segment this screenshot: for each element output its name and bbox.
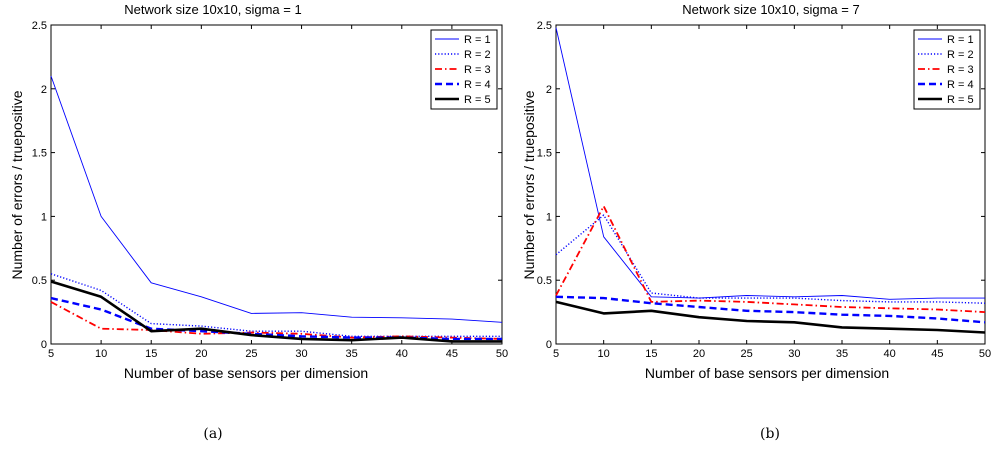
chart-title: Network size 10x10, sigma = 1 xyxy=(124,2,301,17)
x-tick-label: 5 xyxy=(48,348,54,360)
legend-label: R = 2 xyxy=(947,49,974,61)
series-line-r2 xyxy=(555,214,986,304)
series-line-r2 xyxy=(50,273,502,337)
x-tick-label: 25 xyxy=(741,348,753,360)
x-tick-label: 15 xyxy=(645,348,657,360)
y-tick-label: 1 xyxy=(41,211,47,223)
x-tick-label: 40 xyxy=(884,348,896,360)
y-tick-label: 0.5 xyxy=(32,275,47,287)
legend-label: R = 1 xyxy=(464,34,491,46)
x-tick-label: 50 xyxy=(496,348,508,360)
series-line-r4 xyxy=(555,295,986,324)
plot-frame xyxy=(555,24,986,345)
series-line-r3 xyxy=(555,205,986,313)
legend-box xyxy=(913,29,981,110)
y-tick-label: 1.5 xyxy=(32,148,47,160)
series-line-r5 xyxy=(555,300,986,334)
x-tick-label: 45 xyxy=(931,348,943,360)
y-tick-label: 1.5 xyxy=(537,148,552,160)
y-tick-label: 0 xyxy=(41,339,47,351)
y-axis-label: Number of errors / truepositive xyxy=(9,90,25,279)
series-line-r1 xyxy=(50,75,503,323)
x-axis-label: Number of base sensors per dimension xyxy=(645,365,889,381)
series-line-r3 xyxy=(50,301,503,340)
plot-frame xyxy=(50,24,503,345)
legend: R = 1 R = 2 R = 3 R = 4 R = 5 xyxy=(913,29,981,110)
x-tick-label: 35 xyxy=(836,348,848,360)
x-tick-label: 30 xyxy=(788,348,800,360)
y-tick-label: 2 xyxy=(546,84,552,96)
y-axis-label: Number of errors / truepositive xyxy=(521,90,537,279)
series-line-r1 xyxy=(555,27,985,300)
y-tick-label: 0 xyxy=(546,339,552,351)
subfigure-label: (a) xyxy=(203,426,222,442)
x-tick-label: 20 xyxy=(693,348,705,360)
x-tick-label: 5 xyxy=(553,348,559,360)
chart-panel-a: Network size 10x10, sigma = 1 Number of … xyxy=(9,2,508,442)
x-tick-label: 45 xyxy=(446,348,458,360)
legend-label: R = 3 xyxy=(947,64,974,76)
chart-panel-b: Network size 10x10, sigma = 7 Number of … xyxy=(521,2,991,442)
legend-label: R = 4 xyxy=(464,79,491,91)
x-tick-label: 10 xyxy=(95,348,107,360)
y-tick-label: 2 xyxy=(41,84,47,96)
x-tick-label: 20 xyxy=(195,348,207,360)
legend-label: R = 3 xyxy=(464,64,491,76)
x-tick-label: 35 xyxy=(346,348,358,360)
x-axis-label: Number of base sensors per dimension xyxy=(124,365,368,381)
subfigure-label: (b) xyxy=(760,426,780,442)
x-tick-label: 30 xyxy=(295,348,307,360)
x-tick-label: 50 xyxy=(979,348,991,360)
y-tick-label: 0.5 xyxy=(537,275,552,287)
chart-title: Network size 10x10, sigma = 7 xyxy=(682,2,859,17)
legend: R = 1 R = 2 R = 3 R = 4 R = 5 xyxy=(430,29,498,110)
x-tick-label: 15 xyxy=(145,348,157,360)
legend-label: R = 2 xyxy=(464,49,491,61)
x-tick-label: 40 xyxy=(396,348,408,360)
y-tick-label: 2.5 xyxy=(537,20,552,32)
legend-label: R = 5 xyxy=(947,94,974,106)
legend-label: R = 1 xyxy=(947,34,974,46)
x-tick-label: 10 xyxy=(598,348,610,360)
legend-label: R = 5 xyxy=(464,94,491,106)
y-tick-label: 2.5 xyxy=(32,20,47,32)
x-tick-label: 25 xyxy=(245,348,257,360)
series-line-r5 xyxy=(50,280,502,343)
legend-label: R = 4 xyxy=(947,79,974,91)
y-tick-label: 1 xyxy=(546,211,552,223)
